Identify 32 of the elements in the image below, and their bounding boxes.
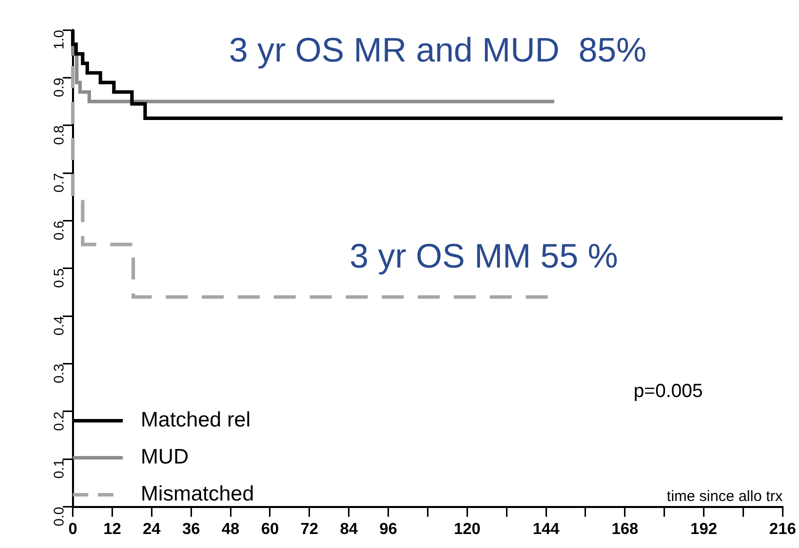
y-tick-label: 1.0 — [50, 30, 67, 50]
y-tick-label: 0.9 — [50, 77, 67, 98]
y-tick-label: 0.0 — [50, 506, 67, 526]
x-tick-label: 60 — [261, 520, 279, 538]
y-tick-label: 0.4 — [50, 316, 67, 336]
y-tick-label: 0.1 — [50, 458, 67, 479]
y-tick-label: 0.5 — [50, 268, 67, 288]
y-tick-label: 0.2 — [50, 411, 67, 431]
x-tick-label: 96 — [379, 520, 398, 538]
x-tick-label: 12 — [103, 520, 122, 538]
y-tick-label: 0.3 — [50, 364, 67, 384]
annotation: p=0.005 — [634, 381, 703, 402]
x-tick-label: 24 — [142, 520, 161, 538]
x-tick-label: 48 — [222, 520, 240, 538]
y-tick-label: 0.6 — [50, 220, 67, 240]
x-tick-label: 120 — [454, 520, 481, 538]
y-tick-label: 0.8 — [50, 125, 67, 145]
x-tick-label: 216 — [769, 520, 796, 538]
y-tick-label: 0.7 — [50, 172, 67, 193]
x-tick-label: 36 — [182, 520, 200, 538]
x-tick-label: 192 — [690, 520, 718, 538]
x-tick-label: 168 — [612, 520, 638, 538]
x-tick-label: 84 — [340, 520, 358, 538]
x-tick-label: 72 — [300, 520, 318, 538]
legend-label: MUD — [140, 446, 189, 469]
annotation: 3 yr OS MR and MUD 85% — [228, 31, 647, 70]
legend-label: Matched rel — [140, 408, 251, 432]
x-tick-label: 144 — [532, 520, 560, 538]
legend-label: Mismatched — [140, 482, 254, 506]
annotation: 3 yr OS MM 55 % — [350, 237, 618, 276]
x-tick-label: 0 — [68, 520, 78, 538]
x-axis-title: time since allo trx — [666, 488, 784, 505]
